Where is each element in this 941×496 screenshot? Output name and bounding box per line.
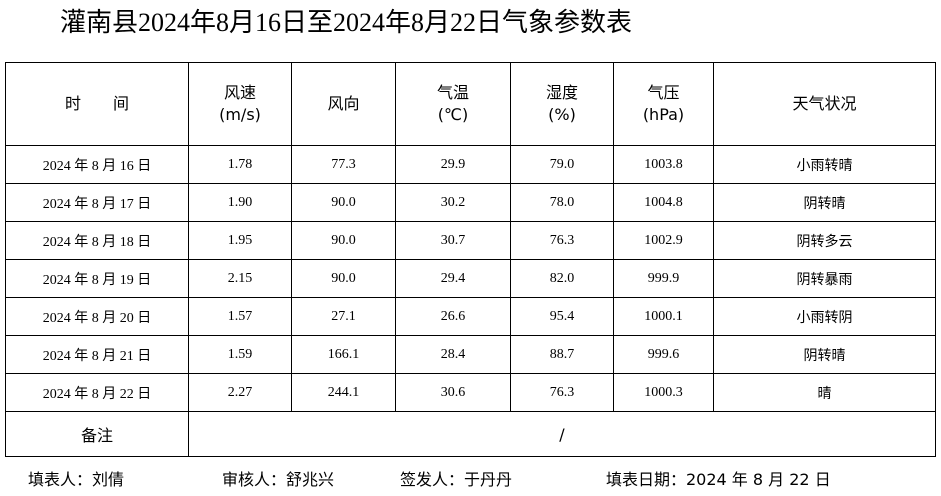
data-row: 2024 年 8 月 17 日 1.90 90.0 30.2 78.0 1004.8 阴转晴 (5, 183, 936, 222)
header-text: 气压 (647, 83, 680, 102)
cell: 30.7 (395, 221, 511, 260)
cell: 79.0 (510, 145, 614, 184)
cell: 2024 年 8 月 17 日 (5, 183, 189, 222)
cell: 阴转晴 (713, 183, 936, 222)
cell: 2024 年 8 月 22 日 (5, 373, 189, 412)
cell: 26.6 (395, 297, 511, 336)
remarks-label: 备注 (5, 411, 189, 457)
cell: 1.59 (188, 335, 292, 374)
cell: 77.3 (291, 145, 396, 184)
header-cell: 时 间 (5, 62, 189, 146)
cell: 76.3 (510, 221, 614, 260)
cell: 小雨转晴 (713, 145, 936, 184)
data-row: 2024 年 8 月 19 日 2.15 90.0 29.4 82.0 999.9 阴转暴雨 (5, 259, 936, 298)
remarks-value: / (188, 411, 936, 457)
cell: 2024 年 8 月 19 日 (5, 259, 189, 298)
header-text: 湿度 (545, 83, 578, 102)
header-text: (hPa) (642, 105, 685, 124)
header-text: 时 间 (64, 94, 129, 113)
cell: 29.4 (395, 259, 511, 298)
header-text: (%) (548, 105, 576, 124)
header-cell: 天气状况 (713, 62, 936, 146)
header-row: 时 间 风速 (m/s) 风向 气温 (℃) 湿度 (%) 气压 (hPa) 天气状况 (5, 62, 936, 146)
cell: 29.9 (395, 145, 511, 184)
cell: 90.0 (291, 183, 396, 222)
cell: 28.4 (395, 335, 511, 374)
cell: 阴转晴 (713, 335, 936, 374)
cell: 166.1 (291, 335, 396, 374)
cell: 1004.8 (613, 183, 714, 222)
remarks-row: 备注 / (5, 411, 936, 457)
cell: 2.15 (188, 259, 292, 298)
table: 时 间 风速 (m/s) 风向 气温 (℃) 湿度 (%) 气压 (hPa) 天气状况 2024 年 … (5, 62, 936, 457)
cell: 2024 年 8 月 20 日 (5, 297, 189, 336)
data-row: 2024 年 8 月 18 日 1.95 90.0 30.7 76.3 1002.9 阴转多… (5, 221, 936, 260)
header-text: 风向 (327, 94, 360, 113)
cell: 1000.1 (613, 297, 714, 336)
cell: 小雨转阴 (713, 297, 936, 336)
cell: 晴 (713, 373, 936, 412)
cell: 1002.9 (613, 221, 714, 260)
cell: 1.57 (188, 297, 292, 336)
title: 灌南县2024年8月16日至2024年8月22日气象参数表 (60, 8, 633, 37)
header-text: (m/s) (219, 105, 261, 124)
cell: 阴转暴雨 (713, 259, 936, 298)
reviewer: 审核人：舒兆兴 (222, 470, 335, 489)
cell: 27.1 (291, 297, 396, 336)
cell: 2024 年 8 月 21 日 (5, 335, 189, 374)
cell: 1.90 (188, 183, 292, 222)
cell: 244.1 (291, 373, 396, 412)
issuer: 签发人：于丹丹 (400, 470, 513, 489)
data-row: 2024 年 8 月 16 日 1.78 77.3 29.9 79.0 1003.8 小雨转… (5, 145, 936, 184)
cell: 2.27 (188, 373, 292, 412)
filler: 填表人：刘倩 (28, 470, 125, 489)
cell: 999.6 (613, 335, 714, 374)
header-text: (℃) (437, 105, 469, 124)
cell: 95.4 (510, 297, 614, 336)
cell: 78.0 (510, 183, 614, 222)
header-cell: 气压 (hPa) (613, 62, 714, 146)
header-cell: 风速 (m/s) (188, 62, 292, 146)
cell: 1003.8 (613, 145, 714, 184)
date: 填表日期：2024 年 8 月 22 日 (606, 470, 831, 489)
cell: 82.0 (510, 259, 614, 298)
cell: 88.7 (510, 335, 614, 374)
data-row: 2024 年 8 月 20 日 1.57 27.1 26.6 95.4 1000.1 小雨转… (5, 297, 936, 336)
data-row: 2024 年 8 月 22 日 2.27 244.1 30.6 76.3 1000.3 晴 (5, 373, 936, 412)
cell: 30.2 (395, 183, 511, 222)
header-cell: 湿度 (%) (510, 62, 614, 146)
header-text: 风速 (223, 83, 256, 102)
cell: 30.6 (395, 373, 511, 412)
cell: 1.95 (188, 221, 292, 260)
cell: 76.3 (510, 373, 614, 412)
header-cell: 风向 (291, 62, 396, 146)
header-cell: 气温 (℃) (395, 62, 511, 146)
data-row: 2024 年 8 月 21 日 1.59 166.1 28.4 88.7 999.6 阴转晴 (5, 335, 936, 374)
cell: 2024 年 8 月 18 日 (5, 221, 189, 260)
header-text: 气温 (436, 83, 469, 102)
cell: 1000.3 (613, 373, 714, 412)
cell: 1.78 (188, 145, 292, 184)
cell: 90.0 (291, 221, 396, 260)
cell: 90.0 (291, 259, 396, 298)
cell: 999.9 (613, 259, 714, 298)
cell: 2024 年 8 月 16 日 (5, 145, 189, 184)
cell: 阴转多云 (713, 221, 936, 260)
header-text: 天气状况 (792, 94, 857, 113)
